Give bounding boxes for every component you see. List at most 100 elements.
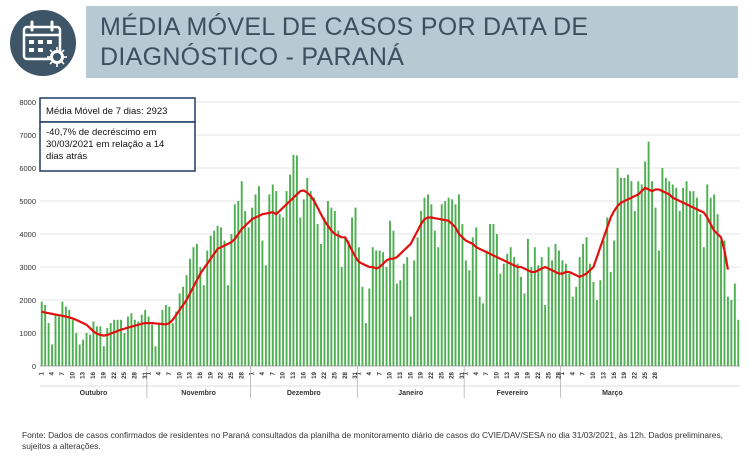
bar xyxy=(326,201,329,366)
bar xyxy=(606,217,609,366)
bar xyxy=(661,168,664,366)
bar xyxy=(154,346,157,366)
bar xyxy=(668,181,671,366)
bar xyxy=(406,257,409,366)
bar xyxy=(302,199,305,366)
bar xyxy=(258,186,260,366)
x-tick-label: 19 xyxy=(311,371,318,378)
bar xyxy=(447,197,450,366)
bar xyxy=(189,258,191,366)
bar xyxy=(378,250,381,366)
bar xyxy=(692,191,695,366)
bar xyxy=(706,184,709,366)
bar xyxy=(299,217,302,366)
bar xyxy=(44,304,47,366)
y-tick-label: 3000 xyxy=(19,263,36,272)
bar xyxy=(206,250,209,366)
x-tick-label: 19 xyxy=(207,371,214,378)
bar xyxy=(571,296,574,366)
bar xyxy=(182,286,185,366)
bar xyxy=(320,243,322,366)
bar xyxy=(82,339,85,366)
bar xyxy=(358,247,360,366)
bar xyxy=(126,316,129,366)
bar xyxy=(685,181,688,366)
bar xyxy=(192,247,195,366)
bar xyxy=(426,194,429,366)
bar xyxy=(199,267,202,366)
bar xyxy=(382,252,385,366)
bar xyxy=(316,224,319,366)
bar xyxy=(558,250,560,366)
bar xyxy=(578,257,581,366)
bar xyxy=(506,253,509,366)
x-tick-label: 7 xyxy=(59,371,66,375)
x-tick-label: 13 xyxy=(397,371,404,378)
x-tick-label: 25 xyxy=(545,371,552,378)
bar xyxy=(547,247,550,366)
bar xyxy=(599,280,602,366)
bar xyxy=(92,321,95,366)
bar xyxy=(226,285,229,366)
bar xyxy=(292,154,295,366)
bar xyxy=(564,263,567,366)
bar xyxy=(702,247,705,366)
month-label: Dezembro xyxy=(287,390,321,397)
bar xyxy=(251,207,254,366)
bar xyxy=(730,300,733,366)
x-tick-label: 31 xyxy=(459,371,466,378)
bar xyxy=(389,220,391,366)
bar xyxy=(713,194,716,366)
moving-average-series xyxy=(41,186,730,337)
x-tick-label: 4 xyxy=(366,371,373,375)
bar xyxy=(120,319,122,366)
x-tick-label: 31 xyxy=(142,371,149,378)
x-tick-label: 4 xyxy=(49,371,56,375)
annotation-average: Média Móvel de 7 dias: 2923 xyxy=(46,106,167,117)
bar xyxy=(58,316,60,366)
bar xyxy=(220,227,222,366)
x-tick-label: 28 xyxy=(342,371,349,378)
x-tick-label: 16 xyxy=(300,371,307,378)
bar xyxy=(526,238,529,366)
bar xyxy=(454,204,457,366)
bar xyxy=(423,197,426,366)
bar xyxy=(620,177,622,366)
bar xyxy=(295,155,298,366)
bar xyxy=(164,304,167,366)
bar xyxy=(99,326,102,366)
bar xyxy=(399,280,402,366)
title-band: MÉDIA MÓVEL DE CASOS POR DATA DE DIAGNÓS… xyxy=(86,6,738,78)
x-tick-label: 13 xyxy=(504,371,511,378)
bar xyxy=(561,260,564,366)
bar xyxy=(509,247,512,366)
x-tick-label: 16 xyxy=(197,371,204,378)
bar xyxy=(533,247,536,366)
bar xyxy=(675,187,678,366)
x-tick-label: 10 xyxy=(494,371,501,378)
month-label: Janeiro xyxy=(398,390,423,397)
bar xyxy=(444,201,447,366)
bar xyxy=(313,197,316,366)
bar xyxy=(530,267,533,366)
bar xyxy=(458,194,460,366)
bar xyxy=(223,240,226,366)
bar xyxy=(351,217,354,366)
bar xyxy=(537,265,540,366)
x-tick-label: 28 xyxy=(556,371,563,378)
bar xyxy=(568,273,571,366)
bar xyxy=(113,319,116,366)
y-tick-label: 6000 xyxy=(19,164,36,173)
bar xyxy=(282,217,285,366)
bar xyxy=(630,181,633,366)
annotation-change: -40,7% de decréscimo em 30/03/2021 em rel… xyxy=(46,127,164,162)
bar xyxy=(361,286,364,366)
bar xyxy=(195,243,198,366)
bar xyxy=(237,201,240,366)
bar xyxy=(520,276,522,366)
bar xyxy=(75,333,78,366)
x-tick-label: 4 xyxy=(156,371,163,375)
bar xyxy=(213,230,216,366)
bar xyxy=(175,311,178,366)
